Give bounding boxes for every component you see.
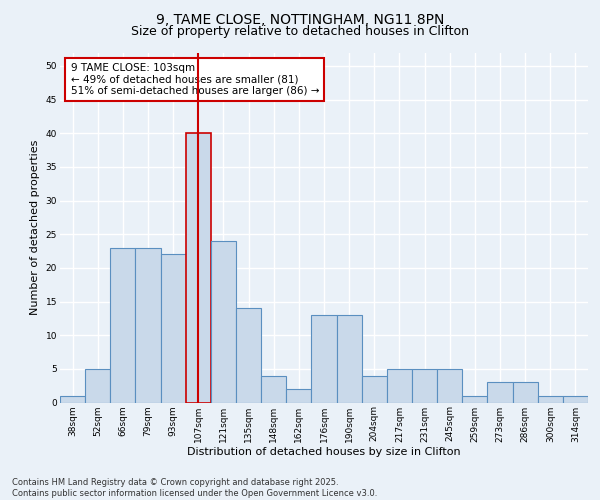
Bar (462, 396, 487, 402)
Bar (337, 315, 362, 402)
Bar (211, 241, 236, 402)
Bar (538, 396, 563, 402)
Bar (563, 396, 588, 402)
Y-axis label: Number of detached properties: Number of detached properties (30, 140, 40, 315)
Bar (311, 315, 337, 402)
Bar (412, 369, 437, 402)
Bar (512, 382, 538, 402)
Bar (286, 389, 311, 402)
Bar (85, 369, 110, 402)
Text: 9, TAME CLOSE, NOTTINGHAM, NG11 8PN: 9, TAME CLOSE, NOTTINGHAM, NG11 8PN (156, 12, 444, 26)
Bar (362, 376, 387, 402)
Bar (60, 396, 85, 402)
Bar (261, 376, 286, 402)
Text: Size of property relative to detached houses in Clifton: Size of property relative to detached ho… (131, 25, 469, 38)
Bar (487, 382, 512, 402)
Bar (437, 369, 462, 402)
Bar (161, 254, 186, 402)
Text: 9 TAME CLOSE: 103sqm
← 49% of detached houses are smaller (81)
51% of semi-detac: 9 TAME CLOSE: 103sqm ← 49% of detached h… (71, 63, 319, 96)
Bar (136, 248, 161, 402)
X-axis label: Distribution of detached houses by size in Clifton: Distribution of detached houses by size … (187, 447, 461, 457)
Bar (387, 369, 412, 402)
Bar (236, 308, 261, 402)
Bar (110, 248, 136, 402)
Bar (186, 134, 211, 402)
Text: Contains HM Land Registry data © Crown copyright and database right 2025.
Contai: Contains HM Land Registry data © Crown c… (12, 478, 377, 498)
